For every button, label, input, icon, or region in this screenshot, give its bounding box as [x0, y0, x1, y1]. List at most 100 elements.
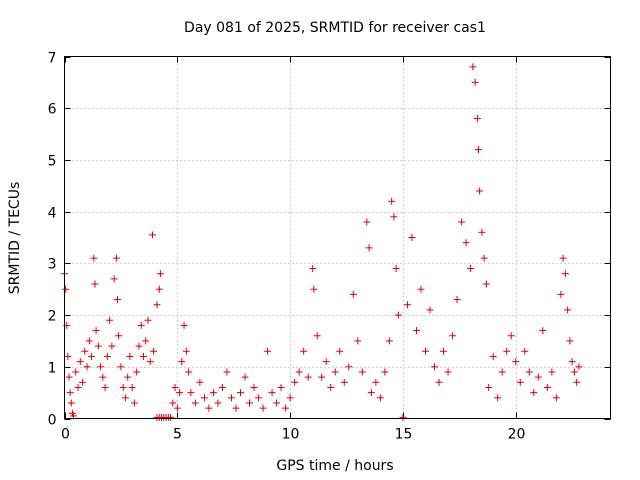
- data-point: [286, 394, 294, 402]
- data-point: [566, 337, 574, 345]
- data-point: [431, 363, 439, 371]
- axis-ticks: 0 5 10 15 20 0 1 2 3 4 5 6 7: [48, 51, 611, 443]
- data-point: [440, 347, 448, 355]
- y-tick-label: 4: [48, 206, 57, 222]
- data-point: [196, 378, 204, 386]
- data-point: [480, 254, 488, 262]
- data-point: [392, 265, 400, 273]
- data-point: [494, 394, 502, 402]
- data-point: [458, 218, 466, 226]
- data-point: [126, 352, 134, 360]
- data-point: [155, 285, 163, 293]
- data-point: [449, 332, 457, 340]
- data-point: [187, 389, 195, 397]
- data-point: [534, 373, 542, 381]
- data-point: [548, 368, 556, 376]
- y-tick-label: 0: [48, 413, 57, 429]
- data-point: [97, 363, 105, 371]
- data-point: [176, 389, 184, 397]
- data-point: [485, 383, 493, 391]
- data-point: [65, 373, 73, 381]
- data-point: [67, 399, 75, 407]
- data-point: [91, 280, 99, 288]
- data-point: [117, 363, 125, 371]
- data-point: [471, 78, 479, 86]
- data-point: [385, 337, 393, 345]
- data-point: [309, 265, 317, 273]
- data-point: [200, 394, 208, 402]
- data-point: [191, 399, 199, 407]
- y-tick-label: 3: [48, 257, 57, 273]
- data-point: [79, 378, 87, 386]
- data-point: [94, 342, 102, 350]
- data-point: [171, 383, 179, 391]
- data-point: [322, 358, 330, 366]
- y-tick-label: 6: [48, 102, 57, 118]
- data-point: [318, 373, 326, 381]
- data-point: [435, 378, 443, 386]
- data-point: [552, 394, 560, 402]
- data-point: [349, 290, 357, 298]
- x-tick-label: 10: [282, 427, 300, 443]
- data-point: [408, 234, 416, 241]
- data-point: [259, 404, 267, 412]
- x-axis-label: GPS time / hours: [276, 458, 393, 474]
- data-point: [241, 373, 249, 381]
- data-point: [103, 352, 111, 360]
- data-point: [304, 373, 312, 381]
- data-point: [268, 389, 276, 397]
- data-point: [81, 347, 89, 355]
- y-tick-label: 5: [48, 154, 57, 170]
- y-tick-label: 2: [48, 309, 57, 325]
- data-point: [112, 254, 120, 262]
- data-point: [568, 358, 576, 366]
- data-point: [74, 383, 82, 391]
- grid-lines: [64, 56, 611, 419]
- data-point: [462, 239, 470, 247]
- x-tick-label: 0: [61, 427, 70, 443]
- data-point: [521, 347, 529, 355]
- data-point: [173, 404, 181, 412]
- data-point: [214, 399, 222, 407]
- data-point: [92, 327, 100, 335]
- data-point: [115, 332, 123, 340]
- data-point: [478, 228, 486, 236]
- data-point: [498, 368, 506, 376]
- y-tick-label: 1: [48, 361, 57, 377]
- data-point: [295, 368, 303, 376]
- y-axis-label: SRMTID / TECUs: [7, 182, 23, 295]
- data-point: [473, 115, 481, 123]
- data-point: [236, 389, 244, 397]
- data-point: [372, 378, 380, 386]
- data-point: [150, 347, 158, 355]
- data-point: [255, 394, 263, 402]
- data-point: [99, 373, 107, 381]
- data-point: [444, 368, 452, 376]
- data-point: [76, 358, 84, 366]
- data-point: [557, 290, 565, 298]
- data-point: [394, 311, 402, 319]
- data-point: [399, 413, 407, 421]
- data-point: [114, 296, 122, 304]
- data-point: [167, 413, 175, 421]
- data-point: [124, 373, 132, 381]
- data-point: [101, 383, 109, 391]
- data-point: [336, 347, 344, 355]
- data-point: [388, 197, 396, 205]
- data-point: [169, 399, 177, 407]
- data-point: [144, 316, 152, 324]
- data-point: [182, 347, 190, 355]
- data-point: [133, 368, 141, 376]
- data-point: [570, 368, 578, 376]
- data-point: [376, 394, 384, 402]
- data-point: [365, 244, 373, 252]
- data-point: [108, 342, 116, 350]
- data-point: [146, 358, 154, 366]
- data-point: [530, 389, 538, 397]
- data-point: [421, 347, 429, 355]
- x-tick-label: 5: [173, 427, 182, 443]
- data-point: [453, 296, 461, 304]
- x-tick-label: 20: [508, 427, 526, 443]
- data-point: [539, 327, 547, 335]
- x-tick-label: 15: [395, 427, 413, 443]
